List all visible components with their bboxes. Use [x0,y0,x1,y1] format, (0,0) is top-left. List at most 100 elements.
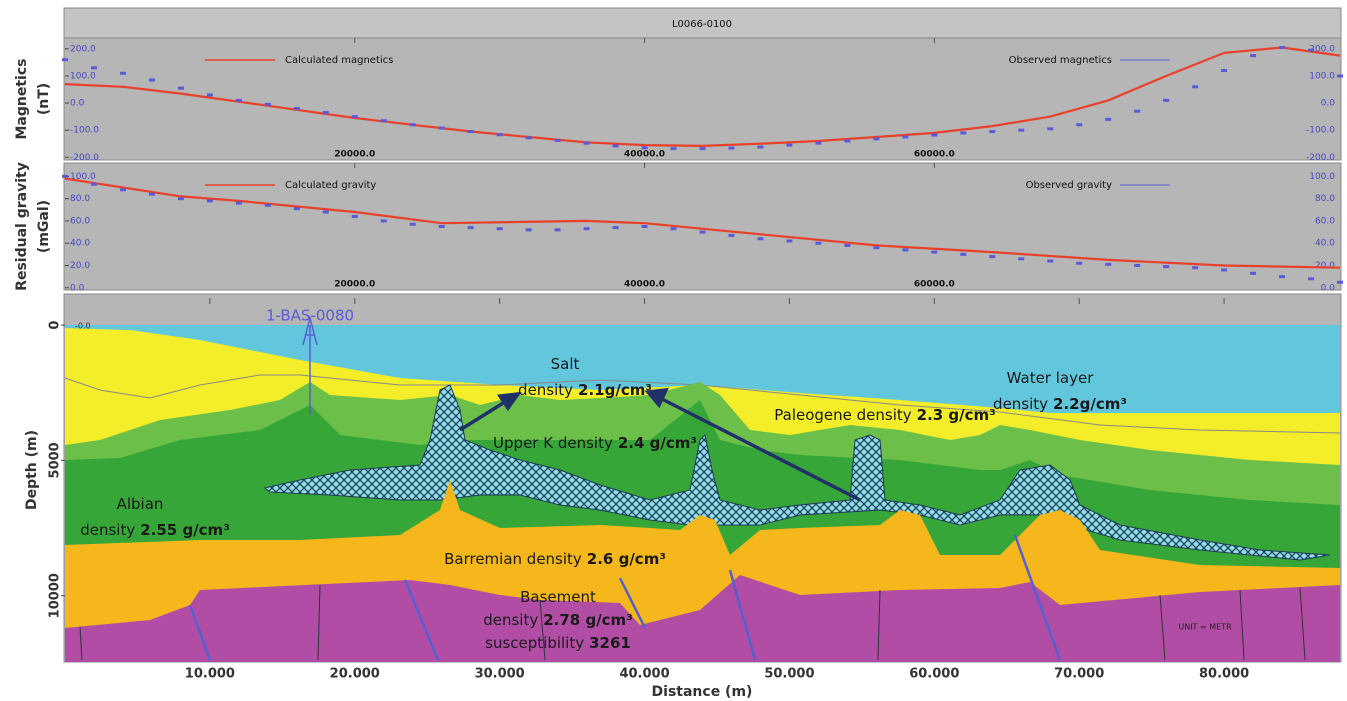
observed-point [786,144,792,147]
observed-point [381,219,387,222]
observed-point [1250,272,1256,275]
observed-point [1134,110,1140,113]
y-tick-label: 80.0 [70,194,90,204]
y-tick-label: 10000 [48,573,63,618]
y-axis-title: Depth (m) [24,430,40,510]
x-tick-label: 40.000 [619,667,669,682]
legend-label: Observed magnetics [1009,55,1112,66]
y-tick-label: 20.0 [70,261,90,271]
observed-point [1250,54,1256,57]
observed-point [1018,257,1024,260]
y-tick-label: 60.0 [70,216,90,226]
observed-point [207,199,213,202]
observed-point [960,253,966,256]
observed-point [786,239,792,242]
y-tick-label: 80.0 [1315,194,1335,204]
y-tick-label: 0 [48,321,63,330]
observed-point [873,246,879,249]
observed-point [178,87,184,90]
observed-point [613,144,619,147]
observed-point [1076,123,1082,126]
observed-point [989,130,995,133]
observed-point [1047,260,1053,263]
observed-point [844,244,850,247]
x-tick-label: 20000.0 [334,280,375,290]
chart-title: L0066-0100 [672,19,732,30]
x-tick-label: 30.000 [475,667,525,682]
observed-point [410,223,416,226]
y-axis-title: (mGal) [36,200,52,253]
observed-point [671,147,677,150]
y-tick-label: -100.0 [1306,126,1335,136]
observed-point [700,147,706,150]
observed-point [91,183,97,186]
y-tick-label: 40.0 [1315,239,1335,249]
observed-point [555,139,561,142]
observed-point [294,207,300,210]
observed-point [526,136,532,139]
observed-point [1105,118,1111,121]
y-tick-label: -200.0 [70,153,99,163]
y-tick-label: 5000 [48,442,63,478]
observed-point [989,255,995,258]
observed-point [236,202,242,205]
legend-label: Calculated gravity [285,180,376,191]
observed-point [1192,85,1198,88]
observed-point [931,251,937,254]
observed-point [1163,265,1169,268]
observed-point [91,66,97,69]
observed-point [1308,49,1314,52]
observed-point [613,226,619,229]
y-tick-label: 100.0 [70,71,96,81]
observed-point [410,123,416,126]
observed-point [323,211,329,214]
magnetics-panel [64,38,1341,160]
observed-point [120,72,126,75]
observed-point [902,248,908,251]
x-tick-label: 40000.0 [624,280,665,290]
observed-point [1308,277,1314,280]
top-label: -0.0 [75,322,91,331]
observed-point [642,225,648,228]
observed-point [1221,69,1227,72]
observed-point [931,134,937,137]
legend-label: Calculated magnetics [285,55,393,66]
observed-point [468,130,474,133]
y-tick-label: 20.0 [1315,261,1335,271]
x-tick-label: 60.000 [909,667,959,682]
x-tick-label: 70.000 [1054,667,1104,682]
observed-point [62,175,68,178]
observed-point [584,227,590,230]
observed-point [323,111,329,114]
observed-point [671,227,677,230]
observed-point [1047,127,1053,130]
x-tick-label: 40000.0 [624,150,665,160]
observed-point [1192,266,1198,269]
observed-point [1018,129,1024,132]
y-axis-title: Residual gravity [14,162,30,291]
observed-point [844,140,850,143]
observed-point [815,242,821,245]
y-tick-label: 60.0 [1315,216,1335,226]
y-axis-title: (nT) [36,83,52,115]
y-tick-label: 0.0 [70,99,85,109]
observed-point [294,107,300,110]
observed-point [468,226,474,229]
y-tick-label: 200.0 [70,44,96,54]
observed-point [207,93,213,96]
y-tick-label: -200.0 [1306,153,1335,163]
observed-point [642,146,648,149]
observed-point [149,193,155,196]
x-tick-label: 80.000 [1199,667,1249,682]
observed-point [700,231,706,234]
x-tick-label: 60000.0 [914,280,955,290]
observed-point [265,103,271,106]
observed-point [1279,46,1285,49]
y-tick-label: 100.0 [1309,71,1335,81]
observed-point [873,137,879,140]
y-tick-label: 100.0 [1309,172,1335,182]
observed-point [757,145,763,148]
observed-point [555,228,561,231]
observed-point [728,147,734,150]
